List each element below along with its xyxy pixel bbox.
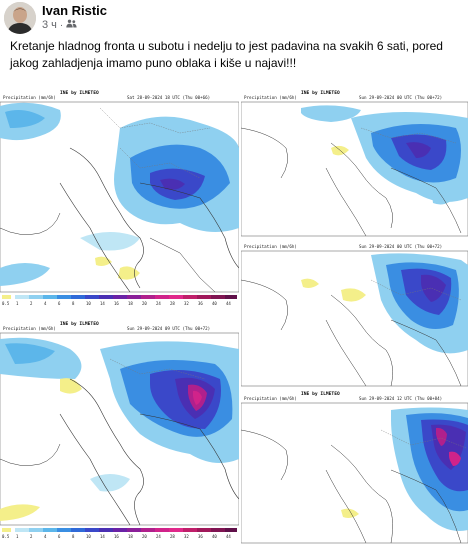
map-quantity: Precipitation (mm/6h) <box>244 244 297 249</box>
svg-text:16: 16 <box>114 301 119 306</box>
svg-text:24: 24 <box>156 301 161 306</box>
map-date: Sun 29-09-2024 00 UTC (Thu 00+72) <box>359 95 442 100</box>
svg-text:32: 32 <box>184 534 189 539</box>
svg-text:4: 4 <box>44 534 47 539</box>
precip-map-4[interactable]: Precipitation (mm/6h) Sun 29-09-2024 00 … <box>241 240 468 388</box>
post-time[interactable]: 3 ч <box>42 19 57 31</box>
colorbar: 0.5 1 2 4 6 8 10 14 16 18 20 24 28 32 36… <box>2 528 237 539</box>
svg-text:18: 18 <box>128 534 133 539</box>
media-grid: INE by ILMETEO Precipitation (mm/6h) Sat… <box>0 88 468 545</box>
svg-text:0.5: 0.5 <box>2 534 10 539</box>
svg-text:24: 24 <box>156 534 161 539</box>
avatar[interactable] <box>4 2 36 34</box>
precip-map-5[interactable]: INE by ILMETEO Precipitation (mm/6h) Sun… <box>241 390 468 545</box>
post-text: Kretanje hladnog fronta u subotu i nedel… <box>10 39 443 70</box>
svg-text:2: 2 <box>30 301 33 306</box>
separator-dot: · <box>59 19 64 31</box>
precip-map-1[interactable]: INE by ILMETEO Precipitation (mm/6h) Sat… <box>0 88 239 317</box>
precip-map-2[interactable]: INE by ILMETEO Precipitation (mm/6h) Sun… <box>0 319 239 545</box>
svg-text:32: 32 <box>184 301 189 306</box>
map-quantity: Precipitation (mm/6h) <box>244 396 297 401</box>
svg-text:8: 8 <box>72 301 75 306</box>
svg-text:14: 14 <box>100 534 105 539</box>
svg-text:18: 18 <box>128 301 133 306</box>
svg-text:10: 10 <box>86 301 91 306</box>
svg-text:6: 6 <box>58 534 61 539</box>
svg-text:1: 1 <box>16 534 19 539</box>
colorbar: 0.5 1 2 4 6 8 10 14 16 18 20 24 28 32 36… <box>2 295 237 306</box>
svg-text:28: 28 <box>170 301 175 306</box>
svg-text:44: 44 <box>226 534 231 539</box>
map-quantity: Precipitation (mm/6h) <box>3 95 56 100</box>
svg-text:20: 20 <box>142 534 147 539</box>
svg-text:8: 8 <box>72 534 75 539</box>
map-brand: INE by ILMETEO <box>301 391 340 397</box>
svg-text:20: 20 <box>142 301 147 306</box>
svg-text:36: 36 <box>198 534 203 539</box>
map-brand: INE by ILMETEO <box>60 90 99 96</box>
friends-icon <box>66 19 77 31</box>
svg-text:4: 4 <box>44 301 47 306</box>
map-brand: INE by ILMETEO <box>60 321 99 327</box>
map-quantity: Precipitation (mm/6h) <box>3 326 56 331</box>
svg-text:36: 36 <box>198 301 203 306</box>
map-date: Sat 28-09-2024 18 UTC (Thu 00+66) <box>127 95 210 100</box>
svg-text:10: 10 <box>86 534 91 539</box>
post-meta: 3 ч · <box>42 19 77 31</box>
svg-text:16: 16 <box>114 534 119 539</box>
svg-text:1: 1 <box>16 301 19 306</box>
svg-text:0.5: 0.5 <box>2 301 10 306</box>
precip-map-3[interactable]: INE by ILMETEO Precipitation (mm/6h) Sun… <box>241 88 468 238</box>
svg-text:14: 14 <box>100 301 105 306</box>
map-quantity: Precipitation (mm/6h) <box>244 95 297 100</box>
svg-text:40: 40 <box>212 301 217 306</box>
svg-text:6: 6 <box>58 301 61 306</box>
svg-text:44: 44 <box>226 301 231 306</box>
post-header: Ivan Ristic 3 ч · <box>0 0 468 36</box>
map-date: Sun 29-09-2024 09 UTC (Thu 00+72) <box>127 326 210 331</box>
svg-text:28: 28 <box>170 534 175 539</box>
svg-text:2: 2 <box>30 534 33 539</box>
map-date: Sun 29-09-2024 00 UTC (Thu 00+72) <box>359 244 442 249</box>
svg-text:40: 40 <box>212 534 217 539</box>
map-brand: INE by ILMETEO <box>301 90 340 96</box>
map-date: Sun 29-09-2024 12 UTC (Thu 00+84) <box>359 396 442 401</box>
author-name[interactable]: Ivan Ristic <box>42 3 108 18</box>
